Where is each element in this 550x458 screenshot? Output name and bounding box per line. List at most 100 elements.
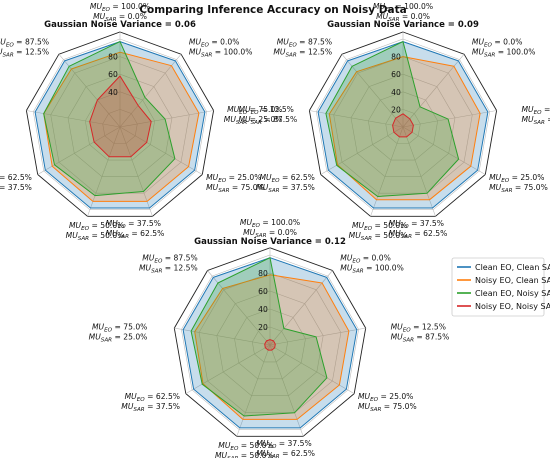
category-eo-label: MUEO = 37.5% [256, 439, 311, 450]
category-eo-label: MUEO = 75.0% [92, 323, 147, 334]
category-label: MUEO = 62.5%MUSAR = 37.5% [0, 173, 32, 194]
category-eo-label: MUEO = 37.5% [389, 219, 444, 230]
grid-ring [216, 290, 324, 397]
category-label: MUEO = 12.5%MUSAR = 87.5% [391, 323, 450, 344]
category-label: MUEO = 87.5%MUSAR = 12.5% [273, 37, 332, 58]
category-eo-label: MUEO = 12.5% [522, 105, 550, 116]
category-sar-label: MUSAR = 87.5% [391, 333, 450, 344]
category-label: MUEO = 25.0%MUSAR = 75.0% [489, 173, 548, 194]
category-sar-label: MUSAR = 50.0% [349, 231, 408, 242]
legend: Clean EO, Clean SAR Noisy EO, Clean SAR Cl… [451, 257, 550, 317]
category-label: MUEO = 25.0%MUSAR = 75.0% [358, 392, 417, 413]
category-eo-label: MUEO = 12.5% [391, 323, 446, 334]
category-label: MUEO = 37.5%MUSAR = 62.5% [256, 439, 315, 458]
radial-tick-label: 80 [108, 53, 118, 62]
radial-tick-label: 60 [391, 70, 401, 79]
category-eo-label: MUEO = 50.0% [218, 441, 273, 452]
grid-ring [367, 91, 439, 161]
category-sar-label: MUSAR = 37.5% [256, 183, 315, 194]
category-eo-label: MUEO = 62.5% [0, 173, 32, 184]
category-label: MUEO = 12.5%MUSAR = 87.5% [239, 105, 298, 126]
legend-entry-label: Noisy EO, Clean SAR [475, 276, 550, 285]
category-sar-label: MUSAR = 37.5% [0, 183, 32, 194]
category-label: MUEO = 0.0%MUSAR = 100.0% [472, 37, 536, 58]
panel-title: Gaussian Noise Variance = 0.09 [327, 20, 479, 30]
category-eo-label: MUEO = 0.0% [189, 37, 240, 48]
grid-ring [198, 272, 342, 414]
category-sar-label: MUSAR = 12.5% [273, 47, 332, 58]
category-label: MUEO = 100.0%MUSAR = 0.0% [373, 2, 433, 23]
panel-title: Gaussian Noise Variance = 0.06 [44, 20, 196, 30]
category-label: MUEO = 50.0%MUSAR = 50.0% [66, 221, 125, 242]
category-eo-label: MUEO = 12.5% [239, 105, 294, 116]
category-sar-label: MUSAR = 100.0% [340, 264, 404, 275]
category-sar-label: MUSAR = 62.5% [106, 229, 165, 240]
grid-ring [181, 254, 359, 430]
series-area [194, 274, 350, 420]
category-label: MUEO = 50.0%MUSAR = 50.0% [349, 221, 408, 242]
grid-ring [315, 38, 491, 210]
category-eo-label: MUEO = 50.0% [69, 221, 124, 232]
radial-tick-label: 60 [108, 70, 118, 79]
category-label: MUEO = 25.0%MUSAR = 75.0% [206, 173, 265, 194]
category-sar-label: MUSAR = 50.0% [66, 231, 125, 242]
grid-ring [32, 38, 208, 210]
grid-spoke [236, 344, 271, 437]
category-label: MUEO = 12.5%MUSAR = 87.5% [522, 105, 550, 126]
series-area [89, 75, 152, 158]
category-sar-label: MUSAR = 87.5% [239, 115, 298, 126]
category-sar-label: MUSAR = 50.0% [215, 451, 274, 458]
category-sar-label: MUSAR = 87.5% [522, 115, 550, 126]
category-label: MUEO = 87.5%MUSAR = 12.5% [0, 37, 49, 58]
category-label: MUEO = 75.0%MUSAR = 25.0% [89, 323, 148, 344]
grid-ring [251, 326, 289, 363]
category-sar-label: MUSAR = 0.0% [93, 12, 147, 23]
category-sar-label: MUSAR = 25.0% [224, 115, 283, 126]
category-label: MUEO = 0.0%MUSAR = 100.0% [340, 254, 404, 275]
figure-title: Comparing Inference Accuracy on Noisy Da… [139, 4, 406, 16]
category-eo-label: MUEO = 87.5% [277, 37, 332, 48]
category-sar-label: MUSAR = 75.0% [206, 183, 265, 194]
category-eo-label: MUEO = 100.0% [240, 218, 300, 229]
category-label: MUEO = 37.5%MUSAR = 62.5% [389, 219, 448, 240]
category-label: MUEO = 37.5%MUSAR = 62.5% [106, 219, 165, 240]
grid-spoke [185, 344, 271, 394]
series-area [392, 113, 414, 138]
grid-spoke [402, 126, 436, 217]
category-sar-label: MUSAR = 75.0% [489, 183, 548, 194]
category-sar-label: MUSAR = 62.5% [256, 449, 315, 458]
series-area [43, 51, 200, 202]
grid-spoke [119, 110, 214, 128]
category-sar-label: MUSAR = 100.0% [472, 47, 536, 58]
category-label: MUEO = 100.0%MUSAR = 0.0% [90, 2, 150, 23]
grid-spoke [320, 126, 404, 175]
category-eo-label: MUEO = 62.5% [125, 392, 180, 403]
grid-spoke [26, 110, 121, 128]
grid-spoke [309, 110, 404, 128]
radial-tick-label: 80 [258, 269, 268, 278]
category-label: MUEO = 75.0%MUSAR = 25.0% [224, 105, 283, 126]
radial-tick-label: 40 [108, 88, 118, 97]
series-area [264, 339, 276, 351]
radar-panel-1: Gaussian Noise Variance = 0.06 40 60 80 MUEO… [0, 2, 297, 242]
category-eo-label: MUEO = 37.5% [106, 219, 161, 230]
radial-tick-label: 20 [258, 323, 268, 332]
category-eo-label: MUEO = 87.5% [0, 37, 49, 48]
radar-panel-2: Gaussian Noise Variance = 0.09 20 40 60 80 MU… [224, 2, 550, 242]
legend-entry-label: Noisy EO, Noisy SAR [475, 302, 550, 311]
grid-ring [350, 73, 456, 177]
grid-spoke [402, 110, 497, 128]
grid-spoke [269, 344, 304, 437]
outer-frame [173, 247, 367, 437]
category-eo-label: MUEO = 100.0% [90, 2, 150, 13]
category-sar-label: MUSAR = 62.5% [389, 229, 448, 240]
outer-frame [25, 31, 215, 217]
radial-tick-label: 80 [391, 53, 401, 62]
outer-frame [308, 31, 498, 217]
series-area [182, 257, 358, 429]
grid-ring [333, 56, 473, 194]
grid-spoke [269, 344, 355, 394]
series-area [328, 56, 481, 201]
category-label: MUEO = 62.5%MUSAR = 37.5% [256, 173, 315, 194]
